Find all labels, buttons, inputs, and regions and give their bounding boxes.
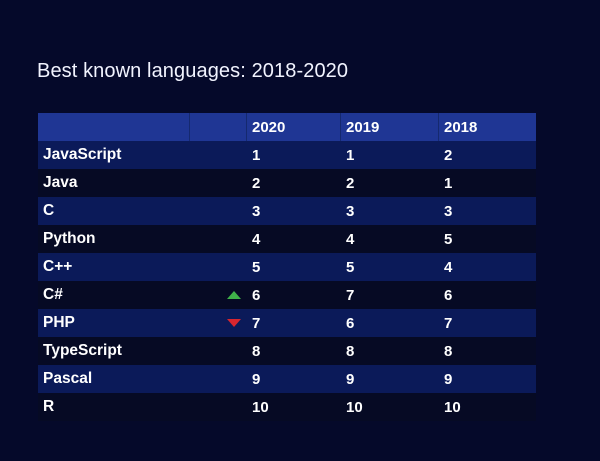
header-2019: 2019	[341, 113, 439, 141]
language-cell: TypeScript	[38, 337, 190, 365]
rank-2020-cell: 6	[247, 281, 341, 309]
language-cell: C++	[38, 253, 190, 281]
header-trend	[190, 113, 247, 141]
language-cell: JavaScript	[38, 141, 190, 169]
rank-2019-cell: 7	[341, 281, 439, 309]
language-cell: C#	[38, 281, 190, 309]
language-cell: Python	[38, 225, 190, 253]
rank-2018-cell: 5	[439, 225, 536, 253]
rank-2019-cell: 6	[341, 309, 439, 337]
trend-cell	[190, 393, 247, 421]
table-row: TypeScript 8 8 8	[38, 337, 536, 365]
rank-2020-cell: 9	[247, 365, 341, 393]
trend-cell	[190, 253, 247, 281]
rank-2020-cell: 4	[247, 225, 341, 253]
rank-table: 2020 2019 2018 JavaScript 1 1 2 Java 2 2 1 C 3 3 3 P…	[38, 113, 536, 421]
triangle-down-icon	[227, 319, 241, 327]
rank-2019-cell: 2	[341, 169, 439, 197]
rank-2019-cell: 9	[341, 365, 439, 393]
rank-2020-cell: 8	[247, 337, 341, 365]
rank-2020-cell: 10	[247, 393, 341, 421]
rank-2020-cell: 1	[247, 141, 341, 169]
header-2020: 2020	[247, 113, 341, 141]
rank-2019-cell: 3	[341, 197, 439, 225]
rank-2018-cell: 4	[439, 253, 536, 281]
table-row: C++ 5 5 4	[38, 253, 536, 281]
rank-2018-cell: 3	[439, 197, 536, 225]
language-cell: PHP	[38, 309, 190, 337]
table-row: C# 6 7 6	[38, 281, 536, 309]
rank-2018-cell: 2	[439, 141, 536, 169]
table-row: PHP 7 6 7	[38, 309, 536, 337]
rank-2018-cell: 10	[439, 393, 536, 421]
trend-cell	[190, 365, 247, 393]
table-row: JavaScript 1 1 2	[38, 141, 536, 169]
rank-2020-cell: 2	[247, 169, 341, 197]
language-cell: R	[38, 393, 190, 421]
rank-2019-cell: 8	[341, 337, 439, 365]
header-2018: 2018	[439, 113, 536, 141]
rank-2019-cell: 1	[341, 141, 439, 169]
table-row: Java 2 2 1	[38, 169, 536, 197]
language-cell: C	[38, 197, 190, 225]
table-row: Python 4 4 5	[38, 225, 536, 253]
triangle-up-icon	[227, 291, 241, 299]
trend-cell	[190, 169, 247, 197]
rank-2020-cell: 7	[247, 309, 341, 337]
language-cell: Java	[38, 169, 190, 197]
table-body: JavaScript 1 1 2 Java 2 2 1 C 3 3 3 Python 4 4 5 C++ 5 5 4 C…	[38, 141, 536, 421]
rank-2019-cell: 4	[341, 225, 439, 253]
trend-cell	[190, 337, 247, 365]
trend-cell	[190, 197, 247, 225]
rank-2018-cell: 1	[439, 169, 536, 197]
rank-2018-cell: 6	[439, 281, 536, 309]
rank-2018-cell: 7	[439, 309, 536, 337]
table-row: R 10 10 10	[38, 393, 536, 421]
rank-2020-cell: 3	[247, 197, 341, 225]
trend-cell	[190, 225, 247, 253]
rank-2018-cell: 9	[439, 365, 536, 393]
trend-cell	[190, 141, 247, 169]
rank-2019-cell: 5	[341, 253, 439, 281]
rank-2018-cell: 8	[439, 337, 536, 365]
language-cell: Pascal	[38, 365, 190, 393]
trend-cell	[190, 281, 247, 309]
rank-2020-cell: 5	[247, 253, 341, 281]
header-language	[38, 113, 190, 141]
table-row: Pascal 9 9 9	[38, 365, 536, 393]
rank-2019-cell: 10	[341, 393, 439, 421]
chart-title: Best known languages: 2018-2020	[37, 60, 348, 83]
trend-cell	[190, 309, 247, 337]
table-header-row: 2020 2019 2018	[38, 113, 536, 141]
